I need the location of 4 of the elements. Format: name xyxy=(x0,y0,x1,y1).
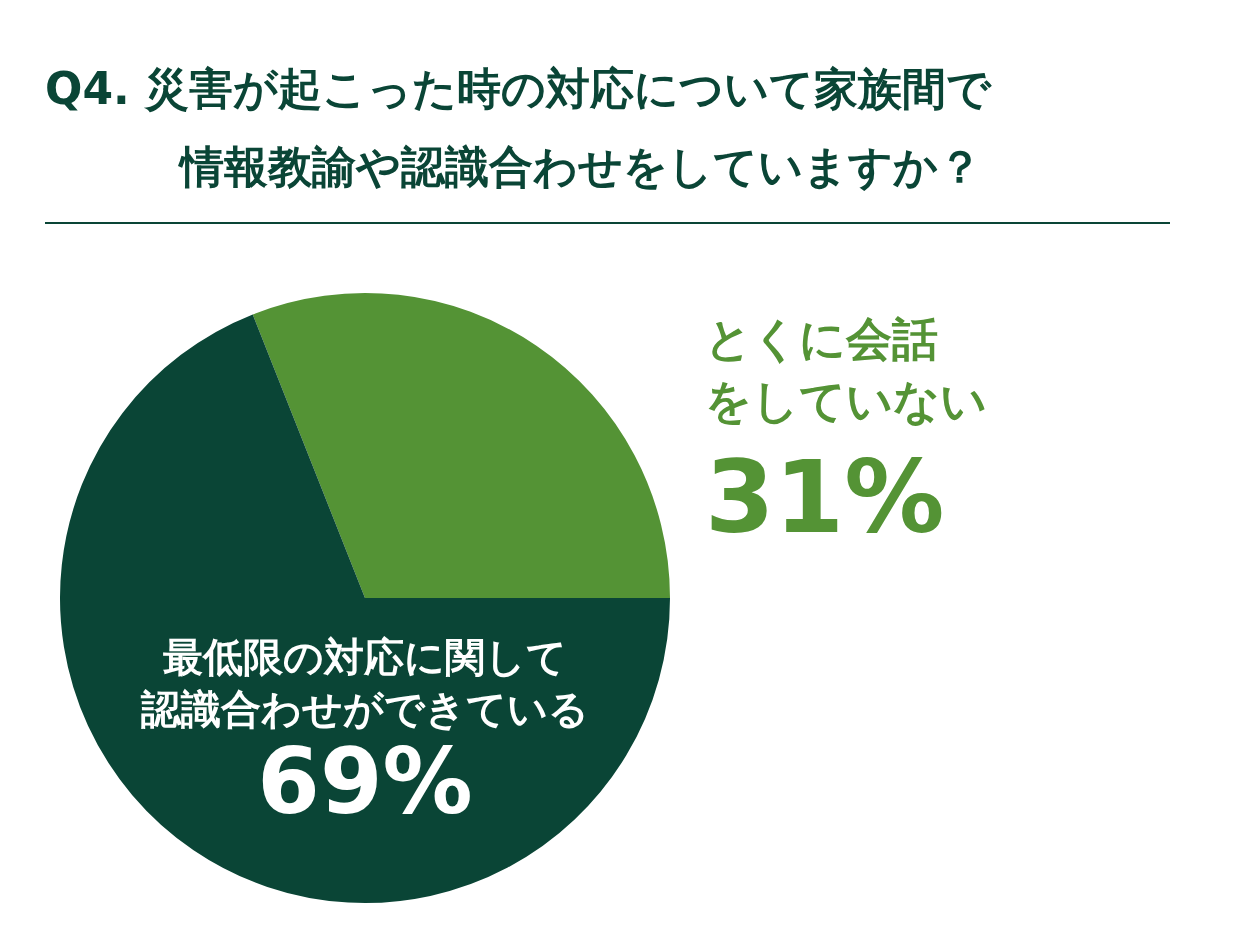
slice-label: 最低限の対応に関して認識合わせができている xyxy=(140,634,589,733)
data-label: 31% xyxy=(705,438,945,556)
chart-title: Q4. 災害が起こった時の対応について家族間で情報教諭や認識合わせをしていますか？ xyxy=(45,62,993,194)
slice-label: とくに会話をしていない xyxy=(705,311,987,428)
